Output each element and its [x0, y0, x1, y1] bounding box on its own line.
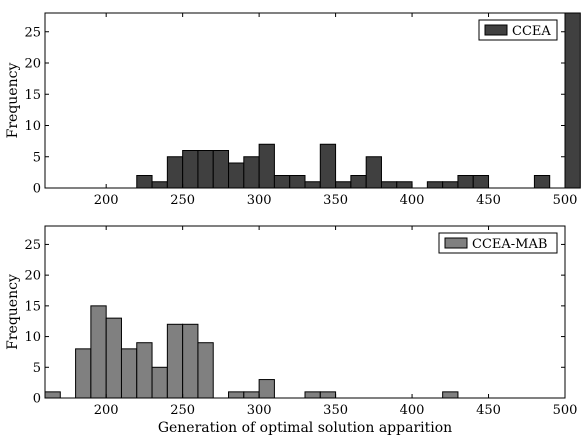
histogram-bar [90, 305, 107, 399]
y-tick-label: 10 [24, 119, 41, 134]
panel-2: 200 250 300 350 400 450 500 0 5 10 15 20 25 Frequency… [5, 225, 578, 436]
y-tick-label: 20 [24, 269, 41, 284]
y-tick-label: 5 [33, 361, 41, 376]
histogram-bar [120, 348, 138, 399]
histogram-bar [182, 323, 199, 399]
x-tick-label: 300 [247, 193, 272, 208]
histogram-bar [182, 150, 199, 189]
histogram-bar [136, 175, 153, 189]
histogram-bar [304, 391, 321, 399]
legend-swatch [484, 24, 508, 36]
y-tick-label: 25 [24, 238, 41, 253]
y-tick-label: 10 [24, 330, 41, 345]
histogram-bar [136, 342, 153, 399]
histogram-bar [442, 391, 459, 399]
histogram-bar [472, 175, 490, 189]
histogram-bar [166, 156, 184, 189]
x-tick-label: 400 [400, 403, 425, 418]
x-tick-label: 350 [323, 403, 348, 418]
histogram-bar [197, 150, 214, 189]
histogram-bar [365, 156, 382, 189]
histogram-bar [75, 348, 92, 399]
y-tick-label: 25 [24, 25, 41, 40]
histogram-bar [533, 175, 551, 189]
y-tick-label: 15 [24, 299, 41, 314]
histogram-bar [442, 181, 459, 189]
histogram-bar [151, 366, 168, 399]
legend-swatch [444, 237, 468, 249]
x-tick-label: 350 [323, 193, 348, 208]
y-tick-label: 15 [24, 88, 41, 103]
x-tick-label: 500 [553, 193, 578, 208]
histogram-bar [44, 391, 61, 399]
histogram-bar [319, 391, 337, 399]
y-axis-label: Frequency [5, 63, 21, 139]
histogram-bar [304, 181, 321, 189]
histogram-bar [197, 342, 214, 399]
histogram-bar [151, 181, 168, 189]
histogram-bar [380, 181, 398, 189]
axes-frame [44, 12, 566, 189]
histogram-bar [426, 181, 444, 189]
legend-box [438, 232, 558, 254]
x-tick-label: 450 [476, 193, 501, 208]
histogram-bar [335, 181, 352, 189]
legend-label: CCEA [512, 24, 551, 39]
legend: CCEA-MAB [438, 232, 558, 254]
x-tick-label: 500 [553, 403, 578, 418]
histogram-bar [105, 317, 122, 399]
axes-frame [44, 225, 566, 399]
histogram-bar [289, 175, 306, 189]
histogram-bar [228, 162, 245, 189]
histogram-bar [166, 323, 184, 399]
x-tick-label: 250 [170, 193, 195, 208]
y-tick-label: 0 [33, 182, 41, 197]
histogram-bar [350, 175, 367, 189]
y-tick-label: 0 [33, 392, 41, 407]
y-axis-label: Frequency [5, 274, 21, 350]
histogram-bar [258, 379, 275, 399]
legend-label: CCEA-MAB [472, 237, 547, 252]
y-tick-label: 20 [24, 57, 41, 72]
legend: CCEA [478, 19, 558, 41]
histogram-bar [457, 175, 474, 189]
x-tick-label: 450 [476, 403, 501, 418]
x-tick-label: 300 [247, 403, 272, 418]
histogram-bar [243, 391, 260, 399]
histogram-bar [258, 143, 275, 189]
x-tick-label: 200 [94, 193, 119, 208]
histogram-bar [396, 181, 413, 189]
y-tick-label: 5 [33, 150, 41, 165]
panel-1: 200 250 300 350 400 450 500 0 5 10 15 20 25 Frequency… [5, 12, 581, 208]
histogram-bar [212, 150, 230, 189]
x-axis-label: Generation of optimal solution apparitio… [158, 420, 452, 436]
histogram-bar [319, 143, 337, 189]
x-tick-label: 200 [94, 403, 119, 418]
histogram-bar [273, 175, 291, 189]
x-tick-label: 250 [170, 403, 195, 418]
histogram-bar [243, 156, 260, 189]
histogram-bar [228, 391, 245, 399]
histogram-bar [564, 12, 581, 189]
x-tick-label: 400 [400, 193, 425, 208]
